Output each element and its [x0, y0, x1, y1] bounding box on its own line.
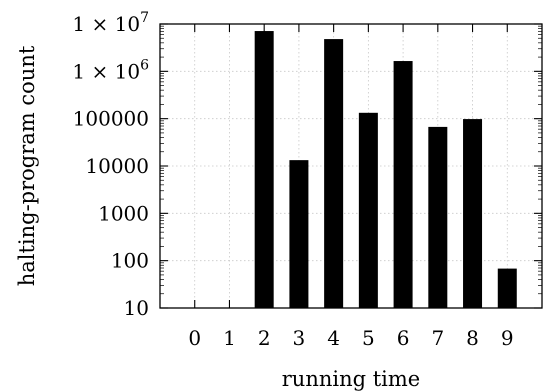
x-axis-label: running time — [282, 367, 420, 391]
y-tick-label: 1 × 106 — [72, 57, 149, 83]
bar-8 — [463, 119, 483, 308]
bar-6 — [393, 61, 413, 308]
x-tick-label: 9 — [501, 326, 514, 350]
x-tick-label: 1 — [223, 326, 236, 350]
bar-7 — [428, 126, 448, 308]
bar-4 — [324, 39, 344, 308]
y-tick-label: 10000 — [85, 154, 149, 178]
y-axis: 10 100 1000 10000 100000 1 × 106 1 × 107 — [72, 10, 542, 320]
y-tick-label: 1000 — [98, 201, 149, 225]
y-tick-label: 100 — [111, 249, 149, 273]
x-tick-label: 4 — [327, 326, 340, 350]
grid — [160, 24, 542, 308]
bar-3 — [289, 160, 309, 308]
y-axis-label: halting-program count — [15, 45, 39, 286]
x-tick-label: 2 — [258, 326, 271, 350]
x-tick-label: 5 — [362, 326, 375, 350]
y-tick-label: 1 × 107 — [72, 10, 149, 36]
x-tick-label: 6 — [397, 326, 410, 350]
bars — [254, 31, 517, 309]
x-tick-label: 7 — [431, 326, 444, 350]
bar-9 — [497, 268, 517, 308]
x-tick-label: 8 — [466, 326, 479, 350]
bar-2 — [254, 31, 274, 309]
y-tick-label: 10 — [124, 296, 149, 320]
x-tick-label: 0 — [188, 326, 201, 350]
y-tick-label: 100000 — [73, 107, 149, 131]
bar-5 — [358, 112, 378, 308]
x-tick-label: 3 — [293, 326, 306, 350]
